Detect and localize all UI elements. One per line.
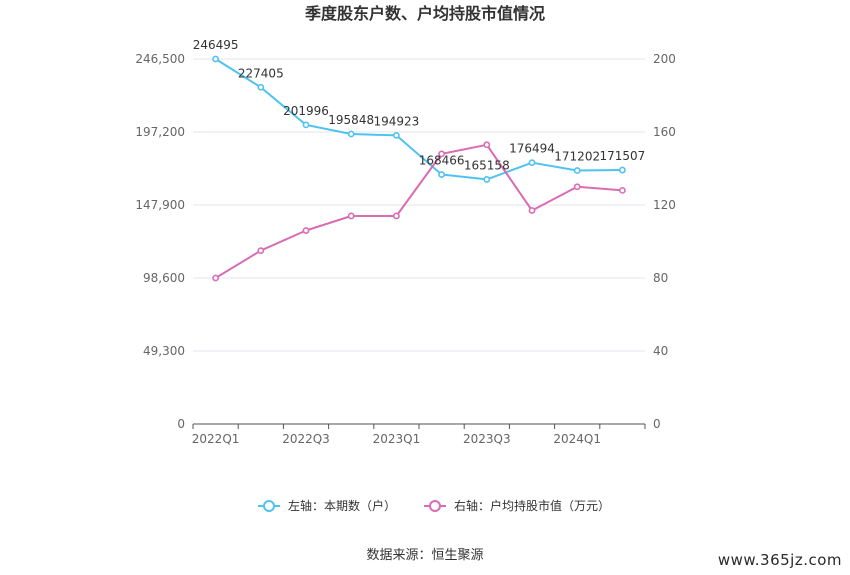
legend[interactable]: 左轴：本期数（户） 右轴：户均持股市值（万元） bbox=[258, 498, 610, 513]
watermark: www.365jz.com bbox=[717, 551, 842, 569]
left-tick-label: 0 bbox=[177, 417, 185, 431]
data-point bbox=[483, 141, 491, 149]
grid-lines bbox=[193, 58, 645, 352]
left-tick-label: 98,600 bbox=[143, 271, 185, 285]
data-point bbox=[347, 212, 355, 220]
series-line-2 bbox=[215, 143, 623, 279]
data-point bbox=[257, 247, 265, 255]
data-point bbox=[619, 186, 626, 194]
data-point bbox=[212, 55, 219, 63]
left-tick-label: 197,200 bbox=[135, 125, 185, 139]
x-tick-label: 2022Q3 bbox=[282, 432, 330, 446]
right-tick-label: 160 bbox=[653, 125, 676, 139]
legend-item-2[interactable]: 右轴：户均持股市值（万元） bbox=[424, 498, 610, 513]
data-point bbox=[438, 171, 445, 178]
chart-title: 季度股东户数、户均持股市值情况 bbox=[304, 4, 545, 23]
legend-label: 左轴：本期数（户） bbox=[288, 498, 396, 513]
data-point bbox=[212, 274, 219, 282]
data-label: 201996 bbox=[283, 104, 329, 118]
legend-marker bbox=[263, 500, 275, 512]
series-line-1 bbox=[215, 58, 623, 181]
x-tick-label: 2023Q1 bbox=[373, 432, 421, 446]
left-tick-label: 147,900 bbox=[135, 198, 185, 212]
right-tick-label: 80 bbox=[653, 271, 668, 285]
data-point bbox=[528, 207, 536, 214]
data-point bbox=[528, 159, 536, 167]
right-tick-label: 0 bbox=[653, 417, 661, 431]
x-tick-label: 2024Q1 bbox=[553, 432, 601, 446]
data-label: 246495 bbox=[193, 38, 239, 52]
data-point bbox=[483, 176, 491, 183]
x-tick-label: 2023Q3 bbox=[463, 432, 511, 446]
axes: 0 0 49,300 40 98,600 80 147,900 120 197,200 160 24… bbox=[135, 52, 676, 446]
right-tick-label: 200 bbox=[653, 52, 676, 66]
data-label: 194923 bbox=[373, 114, 419, 128]
legend-item-1[interactable]: 左轴：本期数（户） bbox=[258, 498, 396, 513]
data-point bbox=[392, 131, 400, 139]
data-label: 171507 bbox=[599, 149, 645, 163]
legend-marker bbox=[429, 500, 441, 512]
data-point bbox=[573, 183, 581, 191]
data-point bbox=[619, 166, 626, 174]
data-point bbox=[438, 150, 445, 158]
data-point bbox=[573, 167, 581, 174]
data-label: 165158 bbox=[464, 158, 510, 172]
data-point bbox=[347, 130, 355, 138]
data-label: 195848 bbox=[328, 113, 374, 127]
data-label: 171202 bbox=[554, 149, 600, 163]
data-label: 176494 bbox=[509, 142, 555, 156]
x-tick-label: 2022Q1 bbox=[192, 432, 240, 446]
right-tick-label: 120 bbox=[653, 198, 676, 212]
data-label: 227405 bbox=[238, 66, 284, 80]
left-tick-label: 246,500 bbox=[135, 52, 185, 66]
series-layer bbox=[212, 55, 626, 282]
data-point bbox=[302, 121, 310, 129]
left-tick-label: 49,300 bbox=[143, 344, 185, 358]
legend-label: 右轴：户均持股市值（万元） bbox=[454, 498, 610, 513]
data-label: 168466 bbox=[419, 154, 465, 168]
data-point bbox=[392, 212, 400, 220]
data-point bbox=[257, 83, 265, 91]
right-tick-label: 40 bbox=[653, 344, 668, 358]
source-note: 数据来源：恒生聚源 bbox=[366, 548, 483, 563]
data-point bbox=[302, 227, 310, 234]
